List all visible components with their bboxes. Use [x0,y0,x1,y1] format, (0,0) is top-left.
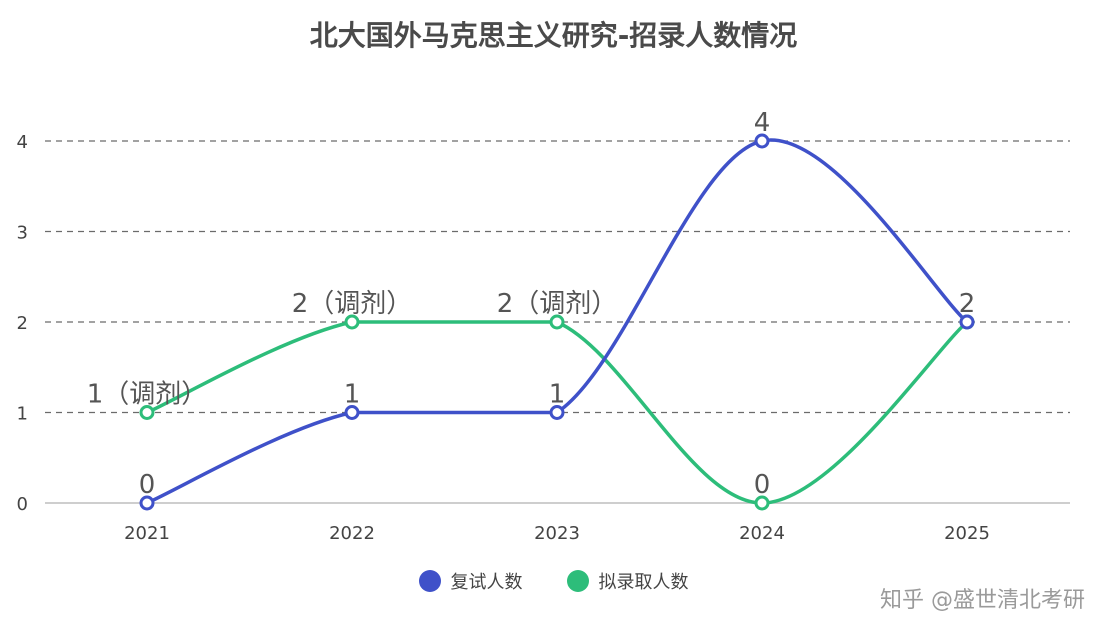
data-label: 1 [549,380,566,410]
x-tick-label: 2025 [944,523,990,544]
data-point [344,314,360,330]
data-point [139,495,155,511]
data-label: 1 [344,380,361,410]
data-point [549,314,565,330]
y-tick-label: 1 [17,404,28,425]
data-label: 0 [139,470,156,500]
legend: 复试人数 拟录取人数 [0,568,1107,594]
legend-marker-interview [418,570,441,592]
y-tick-label: 2 [17,313,28,334]
grid-lines [45,140,1070,414]
series-line-1 [145,320,969,505]
axes: 0 1 2 3 4 2021 2022 2023 2024 2025 [17,132,1070,544]
series-line-0 [145,138,969,505]
data-point [754,133,770,149]
series-lines [145,138,969,505]
data-label: 2（调剂） [497,289,618,319]
x-tick-label: 2021 [124,523,170,544]
data-point [754,495,770,511]
data-points [139,133,975,511]
y-tick-label: 4 [17,132,28,153]
data-label: 2（调剂） [292,289,413,319]
legend-item-interview[interactable]: 复试人数 [418,568,523,594]
watermark: 知乎 @盛世清北考研 [880,588,1085,613]
x-tick-label: 2024 [739,523,785,544]
x-tick-label: 2022 [329,523,375,544]
data-label: 4 [754,108,771,138]
data-point [344,405,360,420]
legend-marker-admitted [566,570,589,592]
data-label: 1（调剂） [87,380,208,410]
data-label: 2 [959,289,976,319]
legend-label-admitted: 拟录取人数 [598,572,689,593]
data-label: 0 [754,470,771,500]
data-labels: 0 1 1 4 2 1（调剂） 2（调剂） 2（调剂） 0 [87,108,976,500]
chart-title: 北大国外马克思主义研究-招录人数情况 [309,19,798,52]
data-point [549,405,565,420]
legend-label-interview: 复试人数 [450,572,523,593]
y-tick-label: 3 [17,223,28,244]
data-point [959,314,975,330]
y-tick-label: 0 [17,494,28,515]
legend-item-admitted[interactable]: 拟录取人数 [566,568,689,594]
x-tick-label: 2023 [534,523,580,544]
data-point [139,405,155,420]
